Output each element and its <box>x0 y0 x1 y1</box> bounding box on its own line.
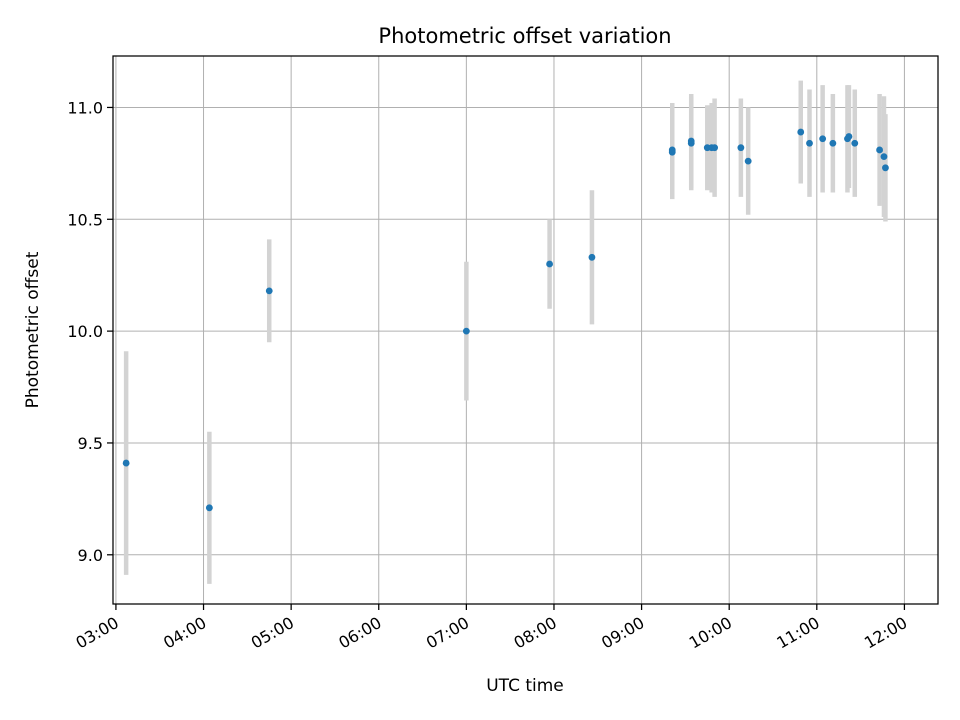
y-tick-label: 10.5 <box>67 210 103 229</box>
data-point <box>797 128 805 136</box>
data-point <box>588 253 596 261</box>
data-point <box>829 139 837 147</box>
chart-title: Photometric offset variation <box>378 24 671 48</box>
data-points <box>122 128 889 512</box>
plot-frame <box>112 55 939 605</box>
data-point <box>851 139 859 147</box>
data-point <box>711 144 718 152</box>
data-point <box>122 459 130 467</box>
data-point <box>687 137 695 145</box>
data-point <box>668 146 676 154</box>
y-tick-label: 11.0 <box>67 98 103 117</box>
data-point <box>882 164 889 172</box>
data-point <box>744 157 752 165</box>
data-point <box>737 144 745 152</box>
data-point <box>546 260 553 268</box>
data-point <box>880 153 888 161</box>
data-point <box>876 146 883 154</box>
data-point <box>806 139 813 147</box>
data-point <box>205 504 213 512</box>
y-axis-label: Photometric offset <box>23 251 43 408</box>
y-tick-label: 9.0 <box>78 546 103 565</box>
y-axis-ticks: 9.0 9.5 10.0 10.5 11.0 <box>67 98 113 565</box>
y-tick-label: 9.5 <box>78 434 103 453</box>
data-point <box>819 135 827 143</box>
data-point <box>462 327 470 335</box>
x-axis-label: UTC time <box>486 676 564 696</box>
data-point <box>845 133 853 140</box>
data-point <box>265 287 273 295</box>
y-tick-label: 10.0 <box>67 322 103 341</box>
